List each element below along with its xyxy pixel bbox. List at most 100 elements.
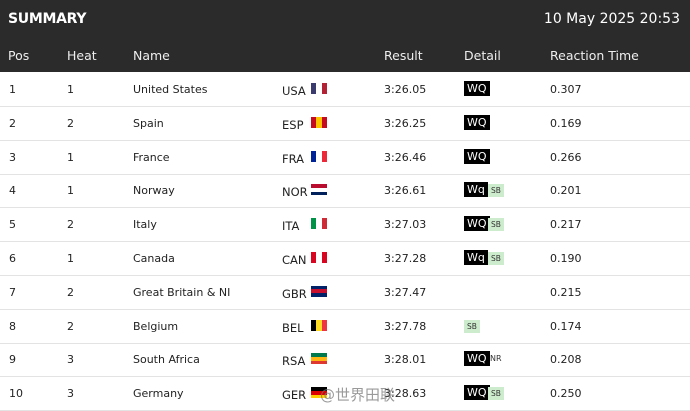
pos: 3 bbox=[9, 150, 16, 164]
column-header: Reaction Time bbox=[550, 48, 639, 63]
name: United States bbox=[133, 83, 208, 96]
result: 3:27.03 bbox=[384, 218, 427, 232]
heat: 2 bbox=[67, 285, 74, 299]
reaction-time: 0.174 bbox=[550, 319, 582, 333]
flag-stripe bbox=[321, 252, 327, 263]
result: 3:28.63 bbox=[384, 387, 427, 401]
table-row: 10 3 Germany GER 3:28.63 WQ SB 0.250 bbox=[0, 376, 690, 411]
pos: 2 bbox=[9, 116, 16, 130]
pos: 5 bbox=[9, 218, 16, 232]
flag bbox=[311, 218, 327, 230]
table-row: 8 2 Belgium BEL 3:27.78 SB 0.174 bbox=[0, 309, 690, 344]
heat: 1 bbox=[67, 184, 74, 198]
result: 3:27.47 bbox=[384, 285, 427, 299]
table-row: 6 1 Canada CAN 3:27.28 Wq SB 0.190 bbox=[0, 241, 690, 276]
heat: 3 bbox=[67, 387, 74, 401]
flag-stripe bbox=[311, 184, 327, 189]
table-row: 7 2 Great Britain & NI GBR 3:27.47 0.215 bbox=[0, 275, 690, 310]
flag-stripe bbox=[311, 387, 327, 391]
flag-stripe bbox=[321, 150, 327, 162]
flag-stripe bbox=[311, 353, 327, 358]
pos: 10 bbox=[9, 387, 23, 401]
heat: 2 bbox=[67, 116, 74, 130]
qualification-badge: Wq bbox=[464, 250, 488, 265]
name: France bbox=[133, 150, 170, 164]
country-code: USA bbox=[282, 84, 306, 98]
flag-stripe bbox=[311, 252, 317, 263]
flag-stripe bbox=[311, 394, 327, 399]
flag-stripe bbox=[321, 218, 327, 230]
flag-stripe bbox=[311, 218, 317, 230]
result: 3:26.61 bbox=[384, 184, 427, 198]
flag-stripe bbox=[321, 319, 327, 331]
flag-stripe bbox=[311, 191, 327, 196]
name: South Africa bbox=[133, 353, 200, 367]
country-code: ESP bbox=[282, 117, 304, 132]
flag-stripe bbox=[316, 252, 322, 263]
heat: 2 bbox=[67, 218, 74, 232]
flag-stripe bbox=[311, 293, 327, 297]
flag bbox=[311, 387, 327, 399]
flag bbox=[311, 252, 327, 263]
reaction-time: 0.169 bbox=[550, 116, 582, 130]
country-code: RSA bbox=[282, 354, 306, 369]
qualification-badge: Wq bbox=[464, 182, 488, 198]
record-badge: SB bbox=[488, 218, 504, 232]
flag-stripe bbox=[311, 116, 317, 128]
name: Italy bbox=[133, 218, 157, 232]
reaction-time: 0.250 bbox=[550, 387, 582, 401]
flag bbox=[311, 150, 327, 162]
record-badge: SB bbox=[488, 387, 504, 401]
flag-stripe bbox=[311, 357, 327, 361]
pos: 6 bbox=[9, 252, 16, 265]
flag-stripe bbox=[316, 116, 322, 128]
name: Norway bbox=[133, 184, 175, 198]
pos: 9 bbox=[9, 353, 16, 367]
flag-stripe bbox=[311, 285, 327, 290]
heat: 1 bbox=[67, 150, 74, 164]
flag bbox=[311, 116, 327, 128]
column-header: Heat bbox=[67, 48, 97, 63]
flag-stripe bbox=[316, 150, 322, 162]
flag-stripe bbox=[311, 360, 327, 365]
datetime: 10 May 2025 20:53 bbox=[543, 11, 680, 27]
flag-stripe bbox=[316, 218, 322, 230]
country-code: GBR bbox=[282, 286, 307, 301]
title: SUMMARY bbox=[8, 11, 87, 27]
flag bbox=[311, 319, 327, 331]
name: Germany bbox=[133, 387, 184, 401]
record-badge: SB bbox=[488, 252, 504, 265]
country-code: BEL bbox=[282, 320, 304, 335]
table-row: 9 3 South Africa RSA 3:28.01 WQ NR 0.208 bbox=[0, 342, 690, 378]
qualification-badge: WQ bbox=[464, 148, 490, 164]
flag-stripe bbox=[311, 188, 327, 192]
reaction-time: 0.208 bbox=[550, 353, 582, 367]
result: 3:27.78 bbox=[384, 319, 427, 333]
header-bar: SUMMARY 10 May 2025 20:53 Pos Heat Name Res… bbox=[0, 0, 690, 72]
name: Spain bbox=[133, 116, 164, 130]
flag-stripe bbox=[321, 116, 327, 128]
column-header: Pos bbox=[8, 48, 30, 63]
name: Great Britain & NI bbox=[133, 285, 231, 299]
flag-stripe bbox=[316, 319, 322, 331]
reaction-time: 0.190 bbox=[550, 252, 582, 265]
heat: 1 bbox=[67, 83, 74, 96]
flag bbox=[311, 184, 327, 196]
flag-stripe bbox=[311, 390, 327, 395]
result: 3:26.25 bbox=[384, 116, 427, 130]
flag-stripe bbox=[311, 150, 317, 162]
heat: 1 bbox=[67, 252, 74, 265]
record-badge: SB bbox=[464, 319, 480, 333]
country-code: FRA bbox=[282, 151, 305, 166]
pos: 7 bbox=[9, 285, 16, 299]
reaction-time: 0.217 bbox=[550, 218, 582, 232]
table-row: 4 1 Norway NOR 3:26.61 Wq SB 0.201 bbox=[0, 173, 690, 209]
country-code: GER bbox=[282, 388, 307, 403]
flag-stripe bbox=[316, 83, 322, 94]
flag bbox=[311, 353, 327, 365]
flag-stripe bbox=[311, 319, 317, 331]
column-header: Result bbox=[384, 48, 423, 63]
name: Canada bbox=[133, 252, 175, 265]
result: 3:27.28 bbox=[384, 252, 427, 265]
